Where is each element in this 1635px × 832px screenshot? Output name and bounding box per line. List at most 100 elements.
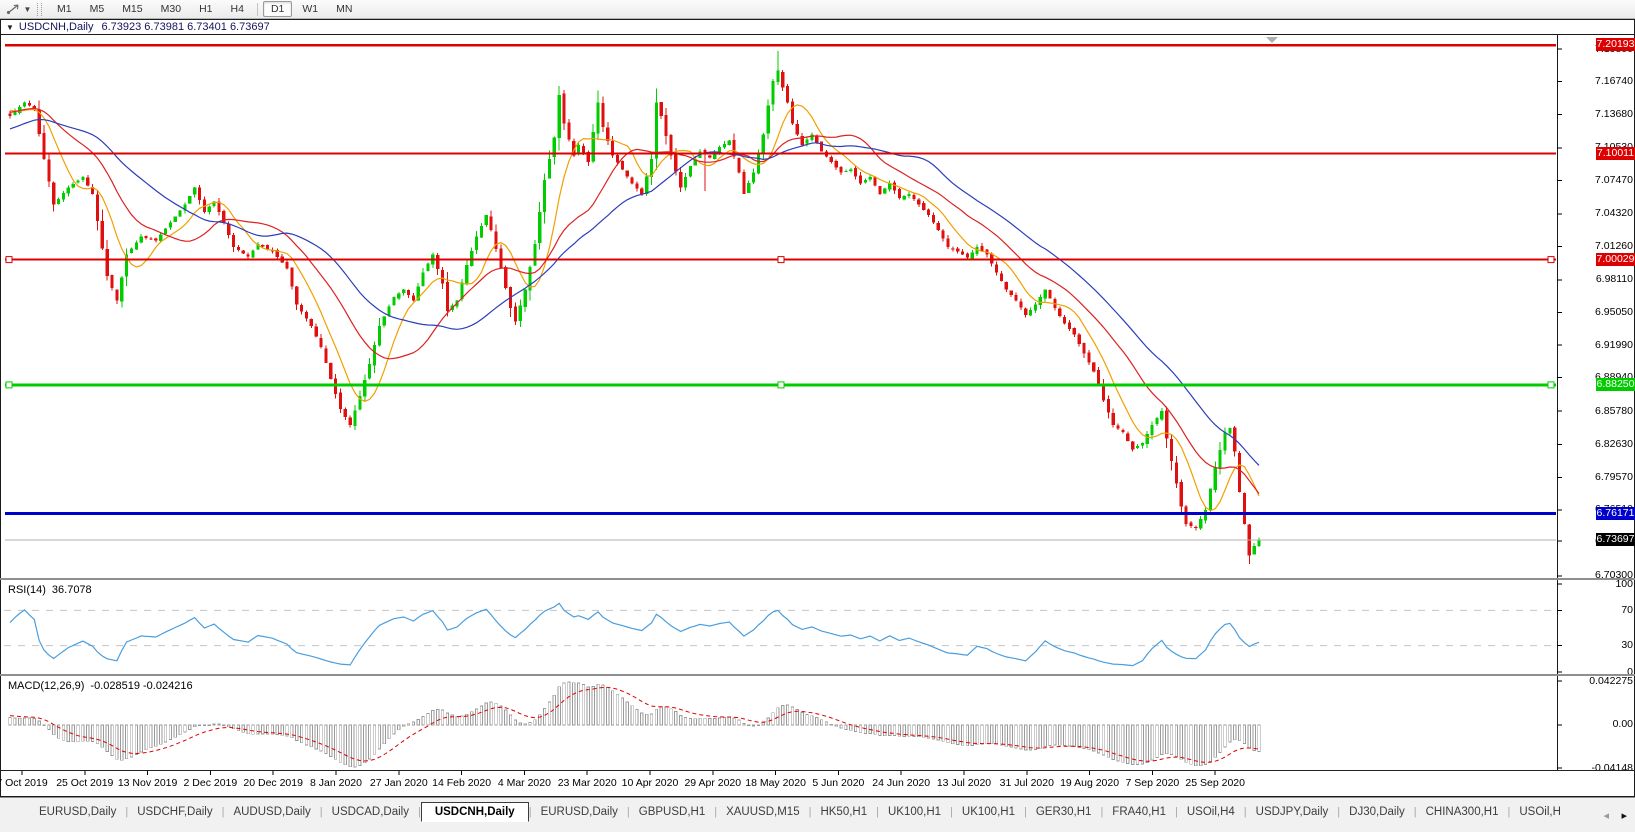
ma-fast-8 — [9, 104, 1260, 512]
chart-tab-USDCAD-Daily[interactable]: USDCAD,Daily — [331, 806, 409, 818]
macd-axis-tick: 0.042275 — [1589, 674, 1633, 687]
date-axis-label: 25 Oct 2019 — [56, 777, 114, 789]
timeframe-button-H1[interactable]: H1 — [199, 3, 213, 15]
tab-scroll-right-icon[interactable]: ▸ — [1621, 810, 1627, 822]
date-axis-label: 31 Jul 2020 — [999, 777, 1054, 789]
chart-tab-USDCHF-Daily[interactable]: USDCHF,Daily — [137, 806, 213, 818]
chart-tab-XAUUSD-M15[interactable]: XAUUSD,M15 — [726, 806, 800, 818]
hline-handle[interactable] — [5, 256, 13, 264]
price-axis-tick: 6.82630 — [1595, 438, 1633, 451]
tab-separator: | — [714, 806, 718, 818]
price-axis-tick: 7.13680 — [1595, 107, 1633, 120]
hline-price-label: 7.10011 — [1596, 146, 1635, 160]
timeframe-button-M5[interactable]: M5 — [89, 3, 105, 15]
timeframe-button-W1[interactable]: W1 — [302, 3, 319, 15]
chart-tab-AUDUSD-Daily[interactable]: AUDUSD,Daily — [233, 806, 311, 818]
tab-separator: | — [1413, 806, 1417, 818]
tab-separator: | — [1100, 806, 1104, 818]
tool-dropdown-caret-icon[interactable]: ▼ — [23, 4, 32, 14]
timeframe-button-H4[interactable]: H4 — [230, 3, 244, 15]
price-axis-tick: 7.16740 — [1595, 75, 1633, 88]
macd-pane-splitter[interactable] — [0, 674, 1635, 676]
chart-tab-UK100-H1[interactable]: UK100,H1 — [961, 806, 1015, 818]
price-axis-tick: 7.04320 — [1595, 207, 1633, 220]
macd-indicator-label: MACD(12,26,9) -0.028519 -0.024216 — [8, 680, 193, 692]
price-axis-tick: 7.01260 — [1595, 239, 1633, 252]
hline-price-label: 7.00029 — [1596, 253, 1635, 267]
chart-tab-EURUSD-Daily[interactable]: EURUSD,Daily — [540, 806, 618, 818]
date-axis-label: 7 Sep 2020 — [1125, 777, 1180, 789]
chart-tab-HK50-H1[interactable]: HK50,H1 — [820, 806, 868, 818]
date-axis-label: 4 Mar 2020 — [497, 777, 551, 789]
tab-separator: | — [808, 806, 812, 818]
chart-collapse-icon[interactable]: ▼ — [6, 22, 14, 32]
tab-scroll-left-icon[interactable]: ◂ — [1603, 810, 1610, 822]
ma-medium-20 — [9, 107, 1260, 494]
hline-handle[interactable] — [777, 381, 785, 389]
date-axis-label: 8 Jan 2020 — [310, 777, 362, 789]
chart-title-bar[interactable]: ▼ USDCNH,Daily 6.73923 6.73981 6.73401 6… — [0, 19, 1635, 34]
tab-separator: | — [1023, 806, 1027, 818]
tab-separator: | — [1507, 806, 1511, 818]
price-axis-tick: 6.79570 — [1595, 470, 1633, 483]
date-axis-label: 20 Dec 2019 — [243, 777, 303, 789]
date-axis-label: 5 Jun 2020 — [812, 777, 865, 789]
date-axis-label: 7 Oct 2019 — [0, 777, 48, 789]
date-axis-separator — [0, 770, 1635, 771]
date-axis-label: 13 Jul 2020 — [936, 777, 992, 789]
date-axis-label: 14 Feb 2020 — [432, 777, 492, 789]
chart-tab-USOil-H[interactable]: USOil,H — [1519, 806, 1561, 818]
rsi-line — [9, 602, 1260, 667]
date-axis-label: 2 Dec 2019 — [183, 777, 238, 789]
timeframe-button-MN[interactable]: MN — [336, 3, 353, 15]
tab-separator: | — [626, 806, 630, 818]
chart-tab-DJ30-Daily[interactable]: DJ30,Daily — [1349, 806, 1405, 818]
chart-tab-GBPUSD-H1[interactable]: GBPUSD,H1 — [638, 806, 706, 818]
chart-tab-bar: EURUSD,Daily | USDCHF,Daily | AUDUSD,Dai… — [0, 797, 1635, 832]
rsi-axis-tick: 100 — [1615, 577, 1633, 590]
chart-tab-USDCNH-Daily[interactable]: USDCNH,Daily — [420, 802, 529, 822]
chart-tab-EURUSD-Daily[interactable]: EURUSD,Daily — [39, 806, 117, 818]
chart-shift-marker-icon[interactable] — [1266, 37, 1278, 43]
chart-tab-USOil-H4[interactable]: USOil,H4 — [1186, 806, 1235, 818]
date-axis-label: 10 Apr 2020 — [621, 777, 679, 789]
date-axis-label: 18 May 2020 — [745, 777, 806, 789]
hline-handle[interactable] — [1547, 381, 1555, 389]
price-axis-tick: 6.85780 — [1595, 404, 1633, 417]
toolbar: ▼ M1 M5 M15 M30 H1 H4 D1 W1 MN — [0, 0, 1635, 19]
macd-signal-line — [9, 686, 1260, 763]
macd-histogram — [8, 681, 1261, 768]
chart-tab-USDJPY-Daily[interactable]: USDJPY,Daily — [1255, 806, 1329, 818]
timeframe-button-M30[interactable]: M30 — [160, 3, 182, 15]
toolbar-separator — [256, 2, 258, 16]
rsi-pane-splitter[interactable] — [0, 578, 1635, 580]
chart-tab-FRA40-H1[interactable]: FRA40,H1 — [1112, 806, 1166, 818]
chart-tab-CHINA300-H1[interactable]: CHINA300,H1 — [1425, 806, 1499, 818]
chart-symbol-period: USDCNH,Daily — [18, 21, 94, 33]
hline-handle[interactable] — [5, 381, 13, 389]
chart-ohlc-values: 6.73923 6.73981 6.73401 6.73697 — [101, 21, 270, 33]
rsi-indicator-label: RSI(14) 36.7078 — [8, 584, 92, 596]
date-axis-label: 29 Apr 2020 — [684, 777, 742, 789]
hline-handle[interactable] — [1547, 256, 1555, 264]
timeframe-button-M1[interactable]: M1 — [57, 3, 72, 15]
candlesticks — [8, 50, 1261, 564]
date-axis-label: 13 Nov 2019 — [117, 777, 178, 789]
timeframe-toolbar: M1 M5 M15 M30 H1 H4 D1 W1 MN — [48, 1, 361, 17]
timeframe-button-M15[interactable]: M15 — [122, 3, 143, 15]
date-axis-label: 25 Sep 2020 — [1185, 777, 1245, 789]
hline-price-label: 6.88250 — [1596, 378, 1635, 392]
hline-handle[interactable] — [777, 256, 785, 264]
hline-price-label: 6.76171 — [1596, 506, 1635, 520]
date-axis-label: 19 Aug 2020 — [1060, 777, 1120, 789]
rsi-axis-tick: 0 — [1627, 665, 1633, 678]
trendline-tool-icon[interactable] — [4, 2, 22, 17]
timeframe-button-D1[interactable]: D1 — [262, 1, 293, 17]
macd-axis-tick: 0.00 — [1612, 718, 1633, 731]
tab-separator: | — [1174, 806, 1178, 818]
price-axis-tick: 7.07470 — [1595, 173, 1633, 186]
toolbar-grip — [37, 2, 42, 16]
chart-tab-UK100-H1[interactable]: UK100,H1 — [887, 806, 942, 818]
chart-tab-GER30-H1[interactable]: GER30,H1 — [1035, 806, 1092, 818]
